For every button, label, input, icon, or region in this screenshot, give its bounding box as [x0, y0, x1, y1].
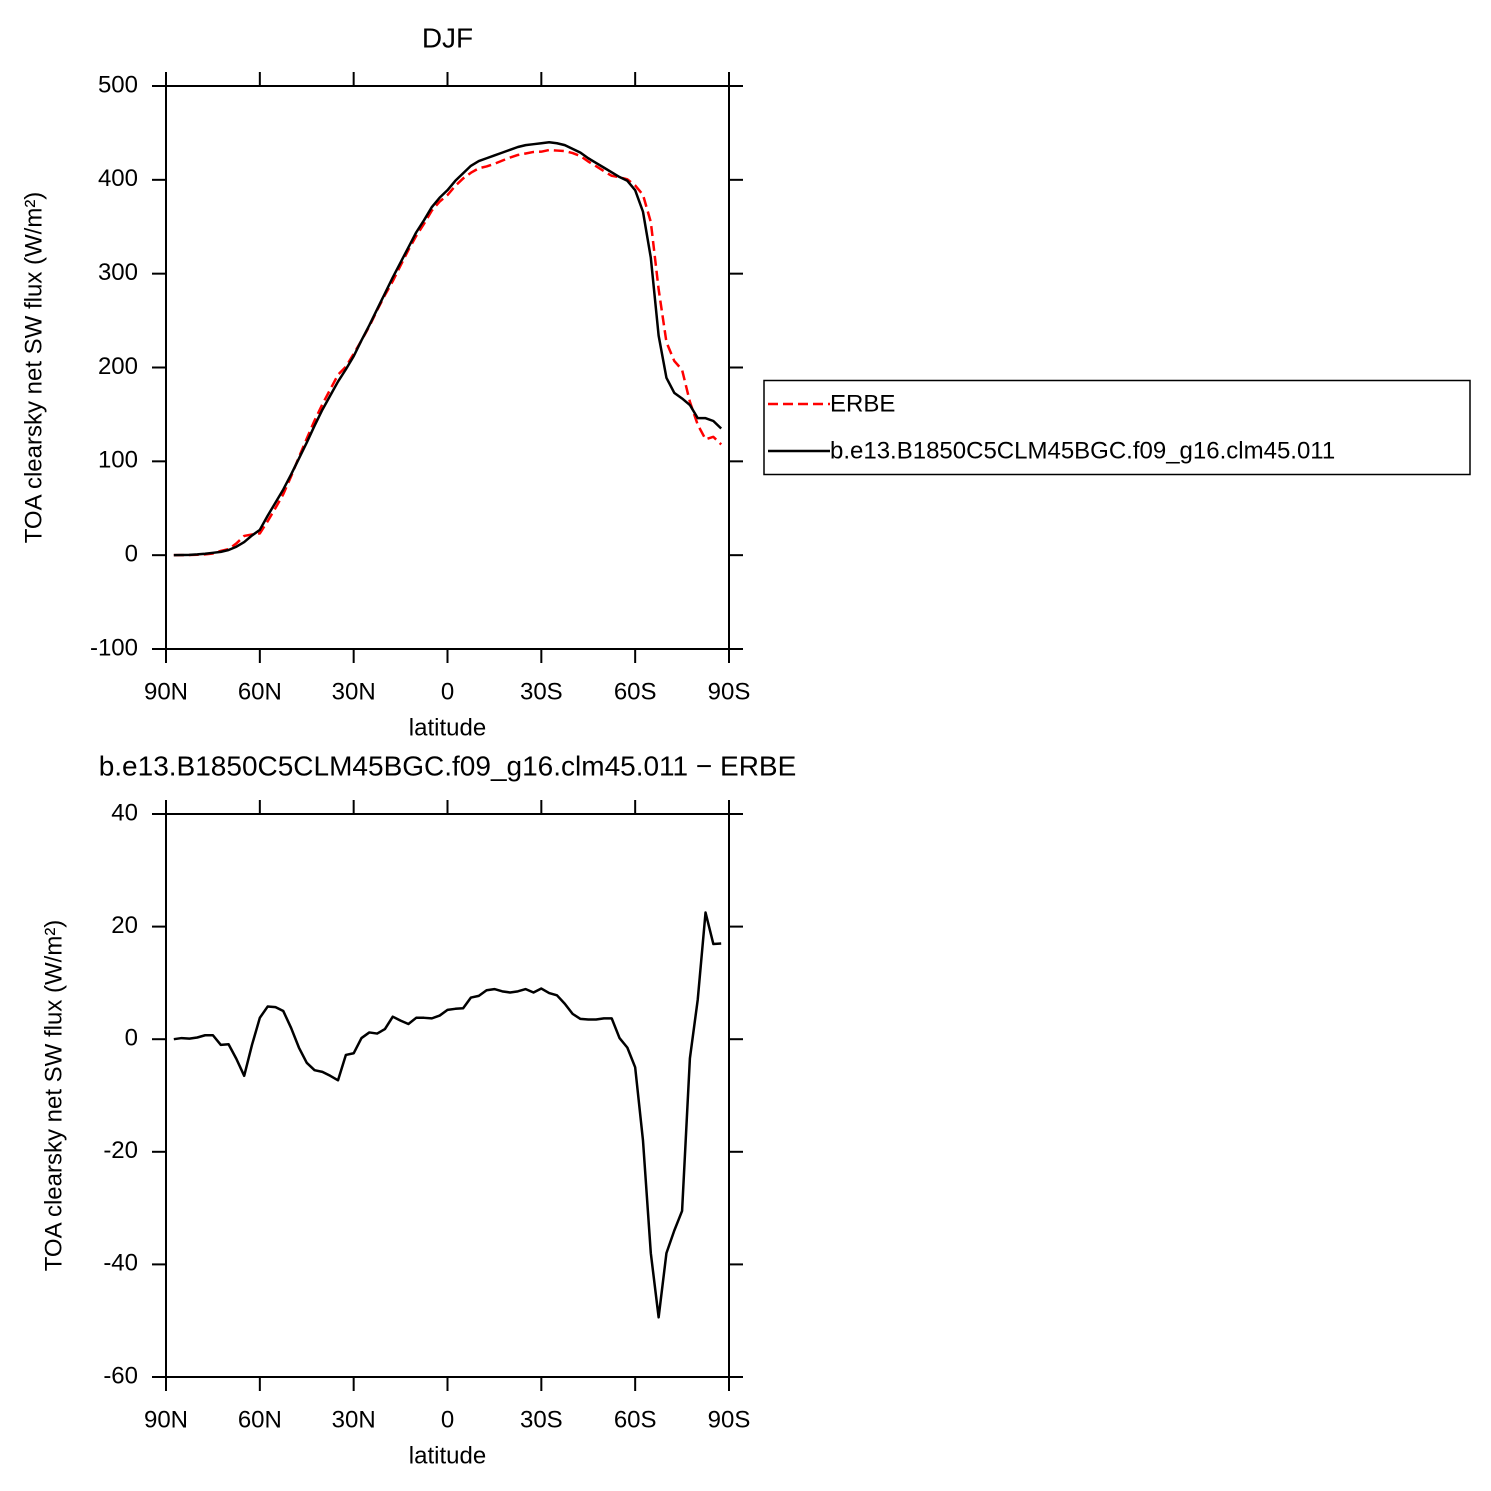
- x-tick-label: 60N: [238, 678, 282, 705]
- y-tick-label: -60: [103, 1362, 138, 1389]
- x-tick-label: 60S: [614, 1406, 657, 1433]
- x-tick-label: 90N: [144, 678, 188, 705]
- y-tick-label: 300: [98, 259, 138, 286]
- legend-label: b.e13.B1850C5CLM45BGC.f09_g16.clm45.011: [830, 437, 1335, 464]
- data-line: [173, 148, 723, 557]
- chart-title: DJF: [422, 22, 473, 53]
- plot-frame: [165, 85, 730, 650]
- y-tick-label: -20: [103, 1137, 138, 1164]
- chart-title: b.e13.B1850C5CLM45BGC.f09_g16.clm45.011 …: [99, 750, 797, 781]
- x-tick-label: 90N: [144, 1406, 188, 1433]
- x-tick-label: 90S: [708, 678, 751, 705]
- x-tick-label: 0: [441, 1406, 454, 1433]
- x-tick-label: 30S: [520, 678, 563, 705]
- data-line: [173, 911, 722, 1319]
- x-axis-label: latitude: [409, 714, 486, 741]
- y-tick-label: 200: [98, 353, 138, 380]
- y-axis-label: TOA clearsky net SW flux (W/m²): [40, 920, 67, 1272]
- y-tick-label: -100: [90, 634, 138, 661]
- y-tick-label: 500: [98, 71, 138, 98]
- y-axis-label: TOA clearsky net SW flux (W/m²): [20, 192, 47, 544]
- x-tick-label: 30N: [332, 1406, 376, 1433]
- y-tick-label: 400: [98, 165, 138, 192]
- x-tick-label: 30S: [520, 1406, 563, 1433]
- y-tick-label: 100: [98, 447, 138, 474]
- legend-box: [763, 379, 1471, 476]
- y-tick-label: 20: [111, 912, 138, 939]
- x-tick-label: 90S: [708, 1406, 751, 1433]
- x-axis-label: latitude: [409, 1442, 486, 1469]
- y-tick-label: 0: [125, 1025, 138, 1052]
- y-tick-label: 0: [125, 541, 138, 568]
- x-tick-label: 60N: [238, 1406, 282, 1433]
- y-tick-label: -40: [103, 1250, 138, 1277]
- plot-frame: [165, 813, 730, 1378]
- y-tick-label: 40: [111, 799, 138, 826]
- legend-label: ERBE: [830, 390, 895, 417]
- x-tick-label: 60S: [614, 678, 657, 705]
- x-tick-label: 30N: [332, 678, 376, 705]
- data-line: [173, 141, 723, 557]
- x-tick-label: 0: [441, 678, 454, 705]
